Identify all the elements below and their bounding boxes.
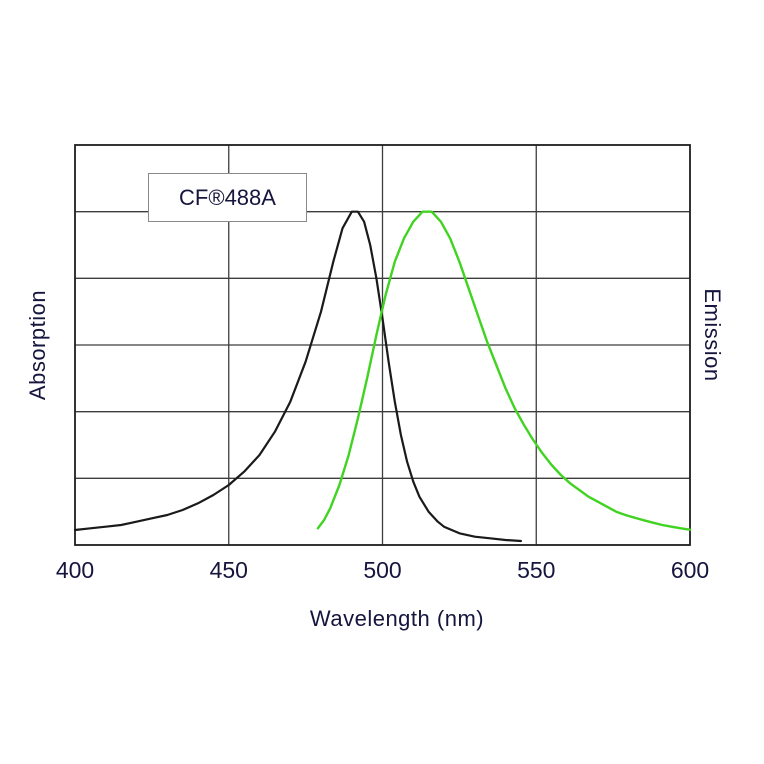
x-tick-label: 400	[56, 557, 94, 583]
x-tick-label: 600	[671, 557, 709, 583]
series-label-box: CF®488A	[148, 173, 307, 222]
absorption-curve	[73, 210, 523, 543]
series-label-text: CF®488A	[179, 184, 276, 210]
x-tick-label: 450	[210, 557, 248, 583]
emission-curve	[316, 210, 692, 531]
x-axis-title: Wavelength (nm)	[309, 606, 485, 631]
left-axis-title: Absorption	[25, 289, 50, 401]
right-axis-title: Emission	[700, 288, 725, 382]
plot-border	[74, 144, 691, 546]
x-tick-label: 500	[363, 557, 401, 583]
x-tick-label: 550	[517, 557, 555, 583]
